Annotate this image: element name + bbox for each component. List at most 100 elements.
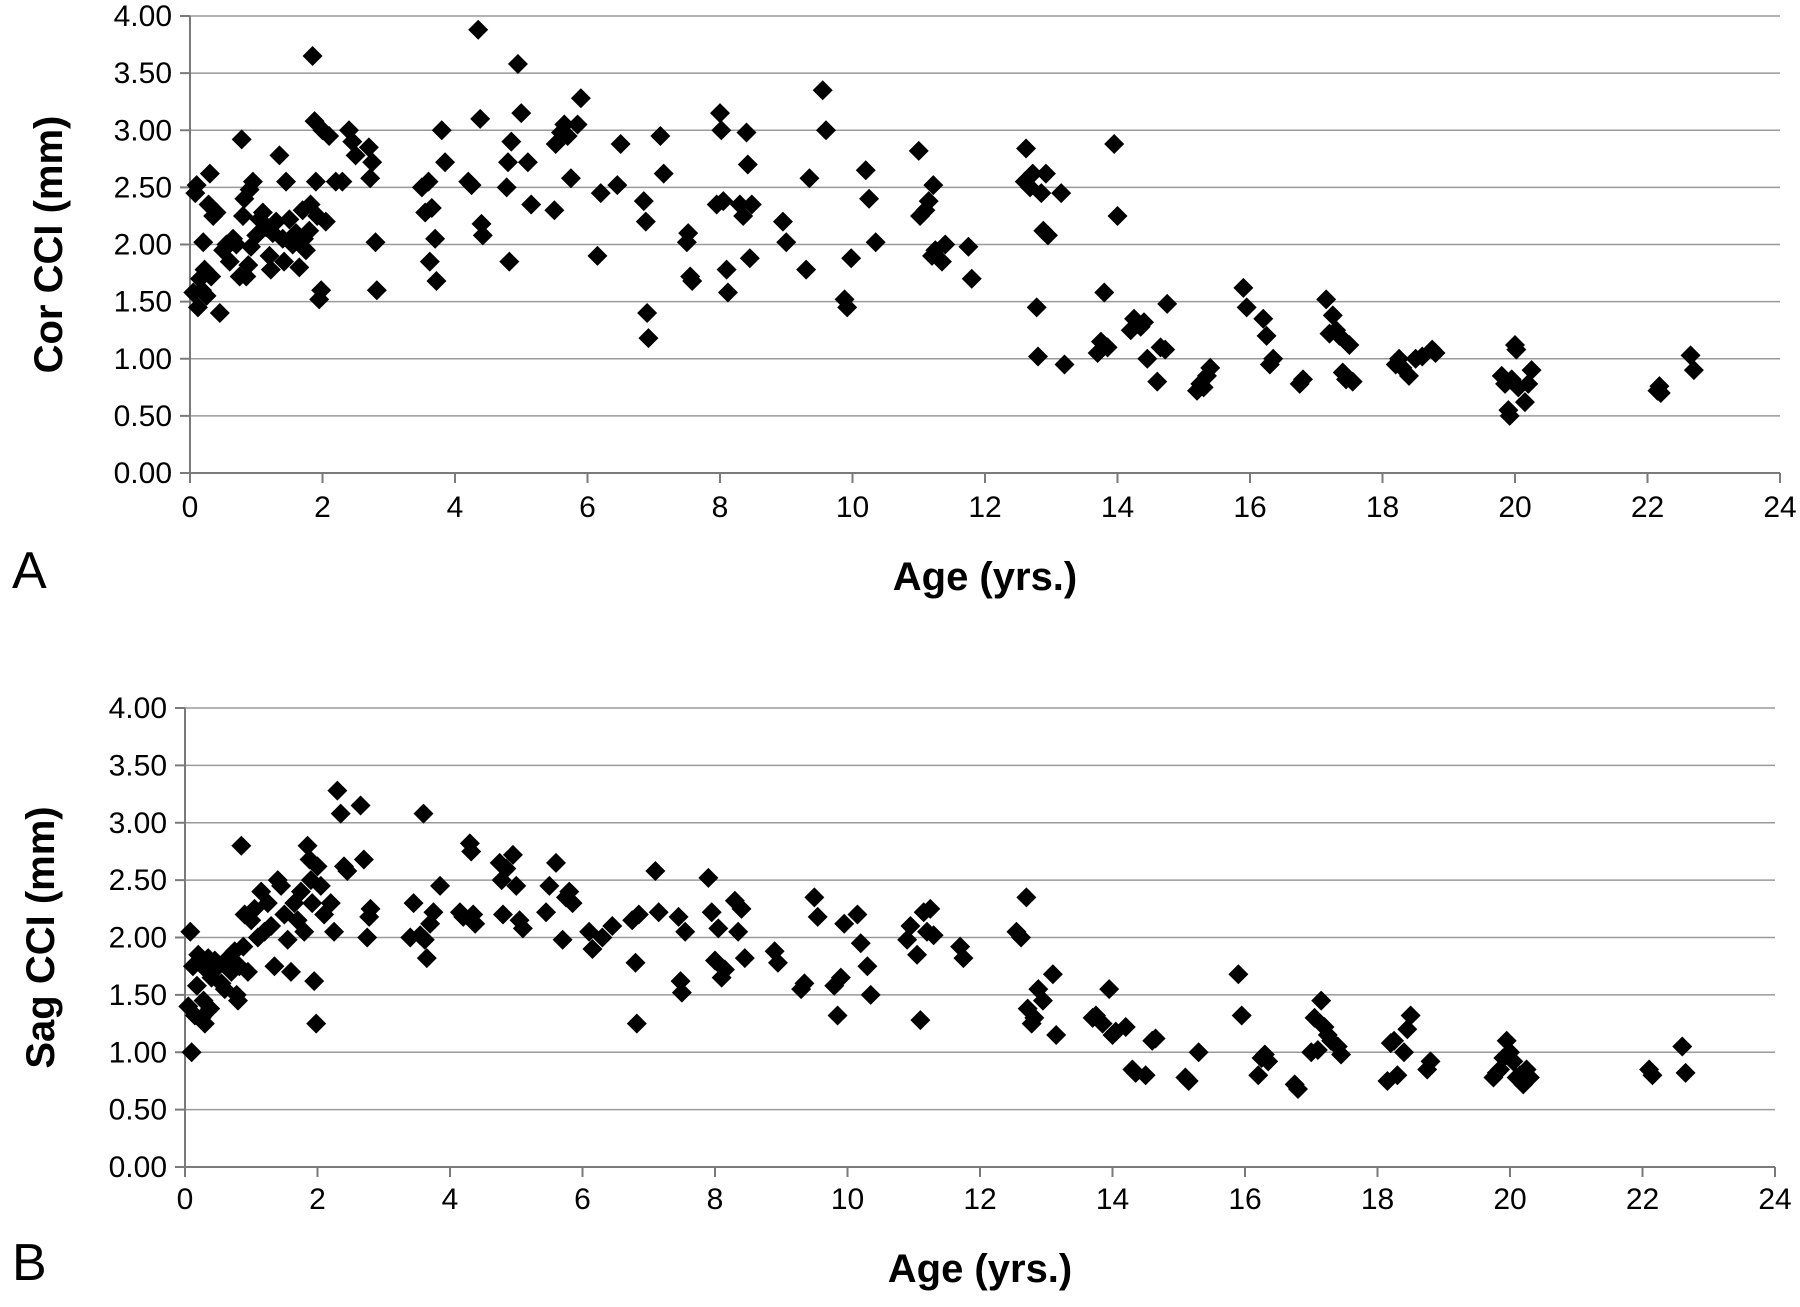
data-point — [1104, 133, 1125, 154]
data-point — [834, 913, 855, 934]
data-point — [419, 251, 440, 272]
y-tick-label: 0.00 — [109, 1151, 167, 1184]
data-point — [1642, 1065, 1663, 1086]
data-point — [592, 927, 613, 948]
data-point — [628, 904, 649, 925]
data-point — [847, 904, 868, 925]
data-point — [812, 80, 833, 101]
data-point — [277, 929, 298, 950]
data-point — [653, 163, 674, 184]
data-point — [501, 131, 522, 152]
data-point — [807, 906, 828, 927]
data-point — [226, 234, 247, 255]
data-point — [739, 248, 760, 269]
data-point — [498, 152, 518, 173]
data-point — [1339, 335, 1360, 356]
data-point — [638, 328, 659, 349]
data-point — [1147, 371, 1168, 392]
data-point — [269, 145, 290, 166]
data-point — [554, 114, 575, 135]
data-point — [471, 213, 492, 234]
data-point — [357, 927, 378, 948]
data-point — [1503, 1051, 1524, 1072]
data-point — [1188, 1042, 1209, 1063]
chart-panel-b: 0.000.501.001.502.002.503.003.504.000 2 4 6… — [12, 692, 1792, 1292]
data-point — [194, 1013, 215, 1034]
y-tick-label: 2.00 — [114, 229, 172, 262]
data-point — [1293, 369, 1313, 390]
data-point — [1253, 308, 1274, 329]
data-point — [567, 114, 588, 135]
data-point — [1032, 990, 1053, 1011]
data-point — [511, 103, 532, 124]
data-point — [472, 225, 493, 246]
data-point — [1016, 138, 1037, 159]
data-point — [426, 271, 447, 292]
data-point — [1675, 1062, 1696, 1083]
data-point — [923, 925, 944, 946]
data-point — [961, 268, 982, 289]
data-point — [187, 297, 208, 318]
data-point — [366, 280, 387, 301]
data-point — [1263, 348, 1284, 369]
data-point — [199, 163, 220, 184]
data-point — [570, 88, 591, 109]
data-point — [425, 228, 446, 249]
x-tick-label: 4 — [442, 1183, 459, 1216]
data-point — [804, 887, 825, 908]
x-tick-label: 20 — [1498, 491, 1531, 524]
data-point — [345, 145, 366, 166]
data-point — [733, 205, 754, 226]
data-point — [297, 835, 318, 856]
y-tick-label: 3.50 — [109, 749, 167, 782]
data-point — [196, 285, 217, 306]
data-point — [1384, 1030, 1405, 1051]
data-point — [1400, 1005, 1421, 1026]
data-point — [414, 929, 435, 950]
data-point — [1506, 339, 1527, 360]
data-point — [242, 171, 263, 192]
data-point — [1394, 1042, 1414, 1063]
data-point — [678, 223, 699, 244]
data-point — [1521, 360, 1542, 381]
x-tick-label: 16 — [1233, 491, 1266, 524]
data-point — [468, 19, 489, 40]
data-point — [1425, 343, 1446, 364]
data-point — [290, 881, 311, 902]
data-point — [360, 168, 381, 189]
data-point — [958, 236, 979, 257]
data-point — [416, 948, 437, 969]
data-point — [228, 990, 248, 1011]
data-point — [1099, 979, 1120, 1000]
data-point — [461, 175, 482, 196]
data-point — [200, 998, 221, 1019]
data-point — [1518, 373, 1539, 394]
data-point — [865, 232, 886, 253]
data-point — [607, 175, 628, 196]
data-point — [1178, 1070, 1199, 1091]
data-point — [507, 53, 528, 74]
data-point — [741, 194, 762, 215]
data-point — [1387, 1065, 1408, 1086]
data-point — [860, 984, 881, 1005]
data-point — [423, 902, 444, 923]
data-point — [1135, 1065, 1156, 1086]
data-point — [496, 858, 517, 879]
data-point — [206, 202, 227, 223]
data-point — [1499, 405, 1520, 426]
data-point — [276, 171, 297, 192]
data-point — [900, 916, 921, 937]
data-point — [602, 916, 623, 937]
y-tick-label: 0.50 — [109, 1094, 167, 1127]
data-point — [1016, 887, 1037, 908]
data-point — [857, 956, 878, 977]
data-point — [193, 232, 214, 253]
data-point — [1011, 927, 1032, 948]
data-point — [1022, 163, 1043, 184]
data-point — [304, 971, 325, 992]
data-point — [1042, 964, 1063, 985]
data-point — [260, 259, 281, 280]
data-point — [332, 171, 353, 192]
data-point — [698, 867, 719, 888]
